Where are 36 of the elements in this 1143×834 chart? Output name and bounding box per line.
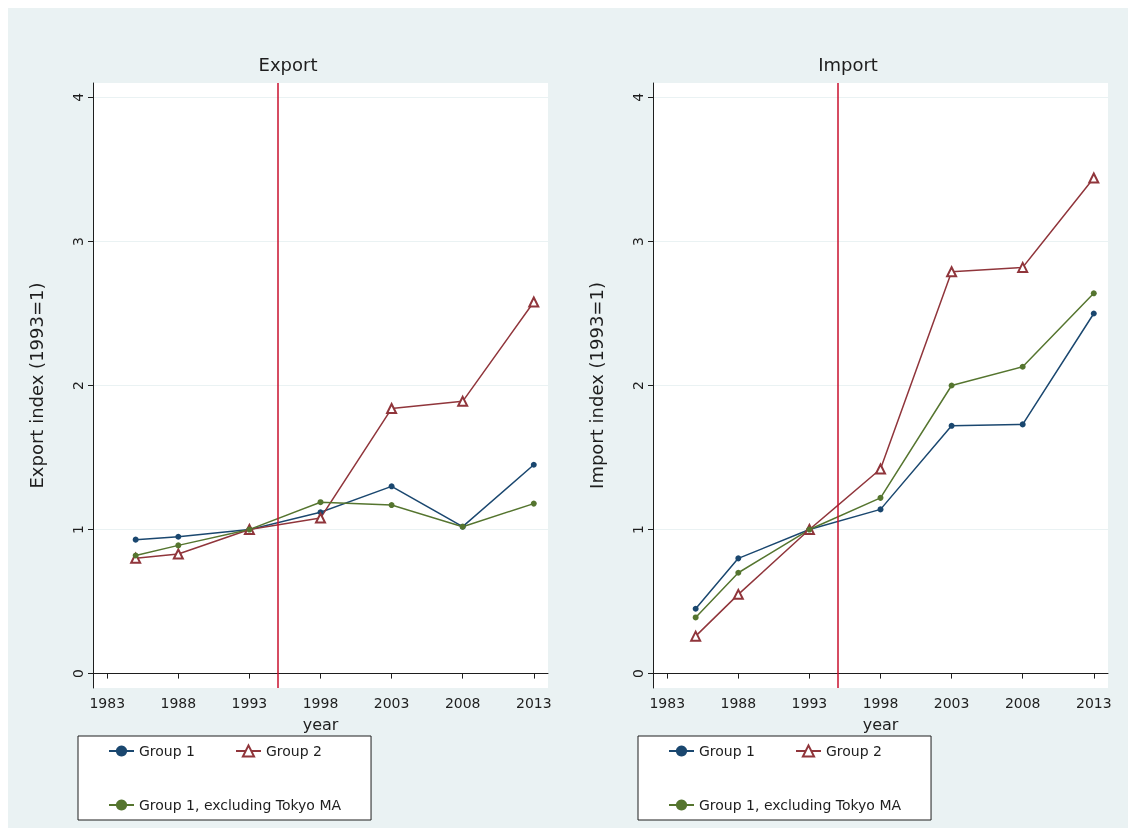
x-axis-title: year	[862, 714, 899, 734]
x-tick-label: 1983	[649, 695, 686, 711]
x-tick-label: 1983	[89, 695, 126, 711]
x-tick-label: 1998	[862, 695, 899, 711]
y-tick-label: 1	[70, 525, 86, 535]
x-tick-label: 2003	[373, 695, 410, 711]
legend-label: Group 1	[139, 743, 195, 759]
x-tick-label: 1993	[791, 695, 828, 711]
y-axis-title: Import index (1993=1)	[585, 282, 607, 489]
y-tick-label: 1	[630, 525, 646, 535]
x-tick-label: 1988	[160, 695, 197, 711]
y-tick-label: 4	[70, 92, 86, 102]
chart-title: Import	[818, 53, 878, 75]
y-tick-label: 3	[630, 236, 646, 246]
x-tick-label: 2003	[933, 695, 970, 711]
chart-title: Export	[258, 53, 318, 75]
x-tick-label: 2013	[1075, 695, 1112, 711]
legend-label: Group 1, excluding Tokyo MA	[139, 797, 342, 813]
x-tick-label: 2013	[515, 695, 552, 711]
y-tick-label: 2	[70, 381, 86, 390]
legend-label: Group 2	[825, 743, 882, 759]
x-tick-label: 1998	[302, 695, 339, 711]
legend-label: Group 2	[265, 743, 322, 759]
y-tick-label: 2	[630, 381, 646, 390]
x-tick-label: 2008	[1004, 695, 1041, 711]
y-tick-label: 0	[630, 669, 646, 679]
x-tick-label: 1988	[720, 695, 757, 711]
x-tick-label: 1993	[231, 695, 268, 711]
y-tick-label: 0	[70, 669, 86, 679]
y-tick-label: 4	[630, 92, 646, 102]
x-axis-title: year	[302, 714, 339, 734]
legend-label: Group 1	[699, 743, 755, 759]
legend-label: Group 1, excluding Tokyo MA	[699, 797, 902, 813]
y-tick-label: 3	[70, 236, 86, 246]
x-tick-label: 2008	[444, 695, 481, 711]
y-axis-title: Export index (1993=1)	[25, 282, 47, 489]
